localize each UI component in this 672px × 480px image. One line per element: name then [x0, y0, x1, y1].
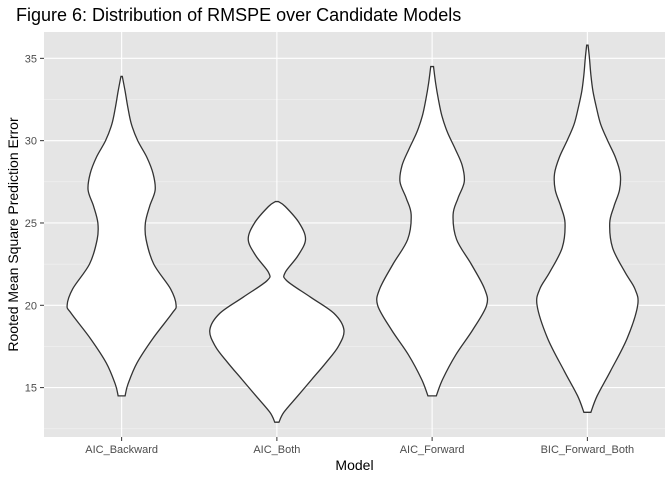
- violin-AIC_Forward: [376, 65, 489, 397]
- y-tick-label-15: 15: [25, 383, 37, 395]
- y-axis: 15 20 25 30 35: [25, 53, 44, 395]
- x-tick-label-AIC_Backward: AIC_Backward: [85, 444, 158, 456]
- y-tick-label-20: 20: [25, 300, 37, 312]
- violin-series: [66, 44, 639, 423]
- y-tick-label-25: 25: [25, 218, 37, 230]
- y-tick-label-30: 30: [25, 136, 37, 148]
- chart-title: Figure 6: Distribution of RMSPE over Can…: [16, 5, 461, 25]
- violin-AIC_Both: [209, 200, 345, 423]
- y-axis-title: Rooted Mean Square Prediction Error: [5, 117, 21, 352]
- violin-AIC_Backward: [66, 75, 177, 397]
- violin-BIC_Forward_Both: [536, 44, 639, 413]
- x-tick-label-AIC_Both: AIC_Both: [253, 444, 300, 456]
- x-axis-title: Model: [335, 457, 373, 473]
- x-tick-label-AIC_Forward: AIC_Forward: [400, 444, 465, 456]
- y-tick-label-35: 35: [25, 53, 37, 65]
- x-tick-label-BIC_Forward_Both: BIC_Forward_Both: [541, 444, 635, 456]
- x-axis: AIC_Backward AIC_Both AIC_Forward BIC_Forwa…: [85, 437, 634, 456]
